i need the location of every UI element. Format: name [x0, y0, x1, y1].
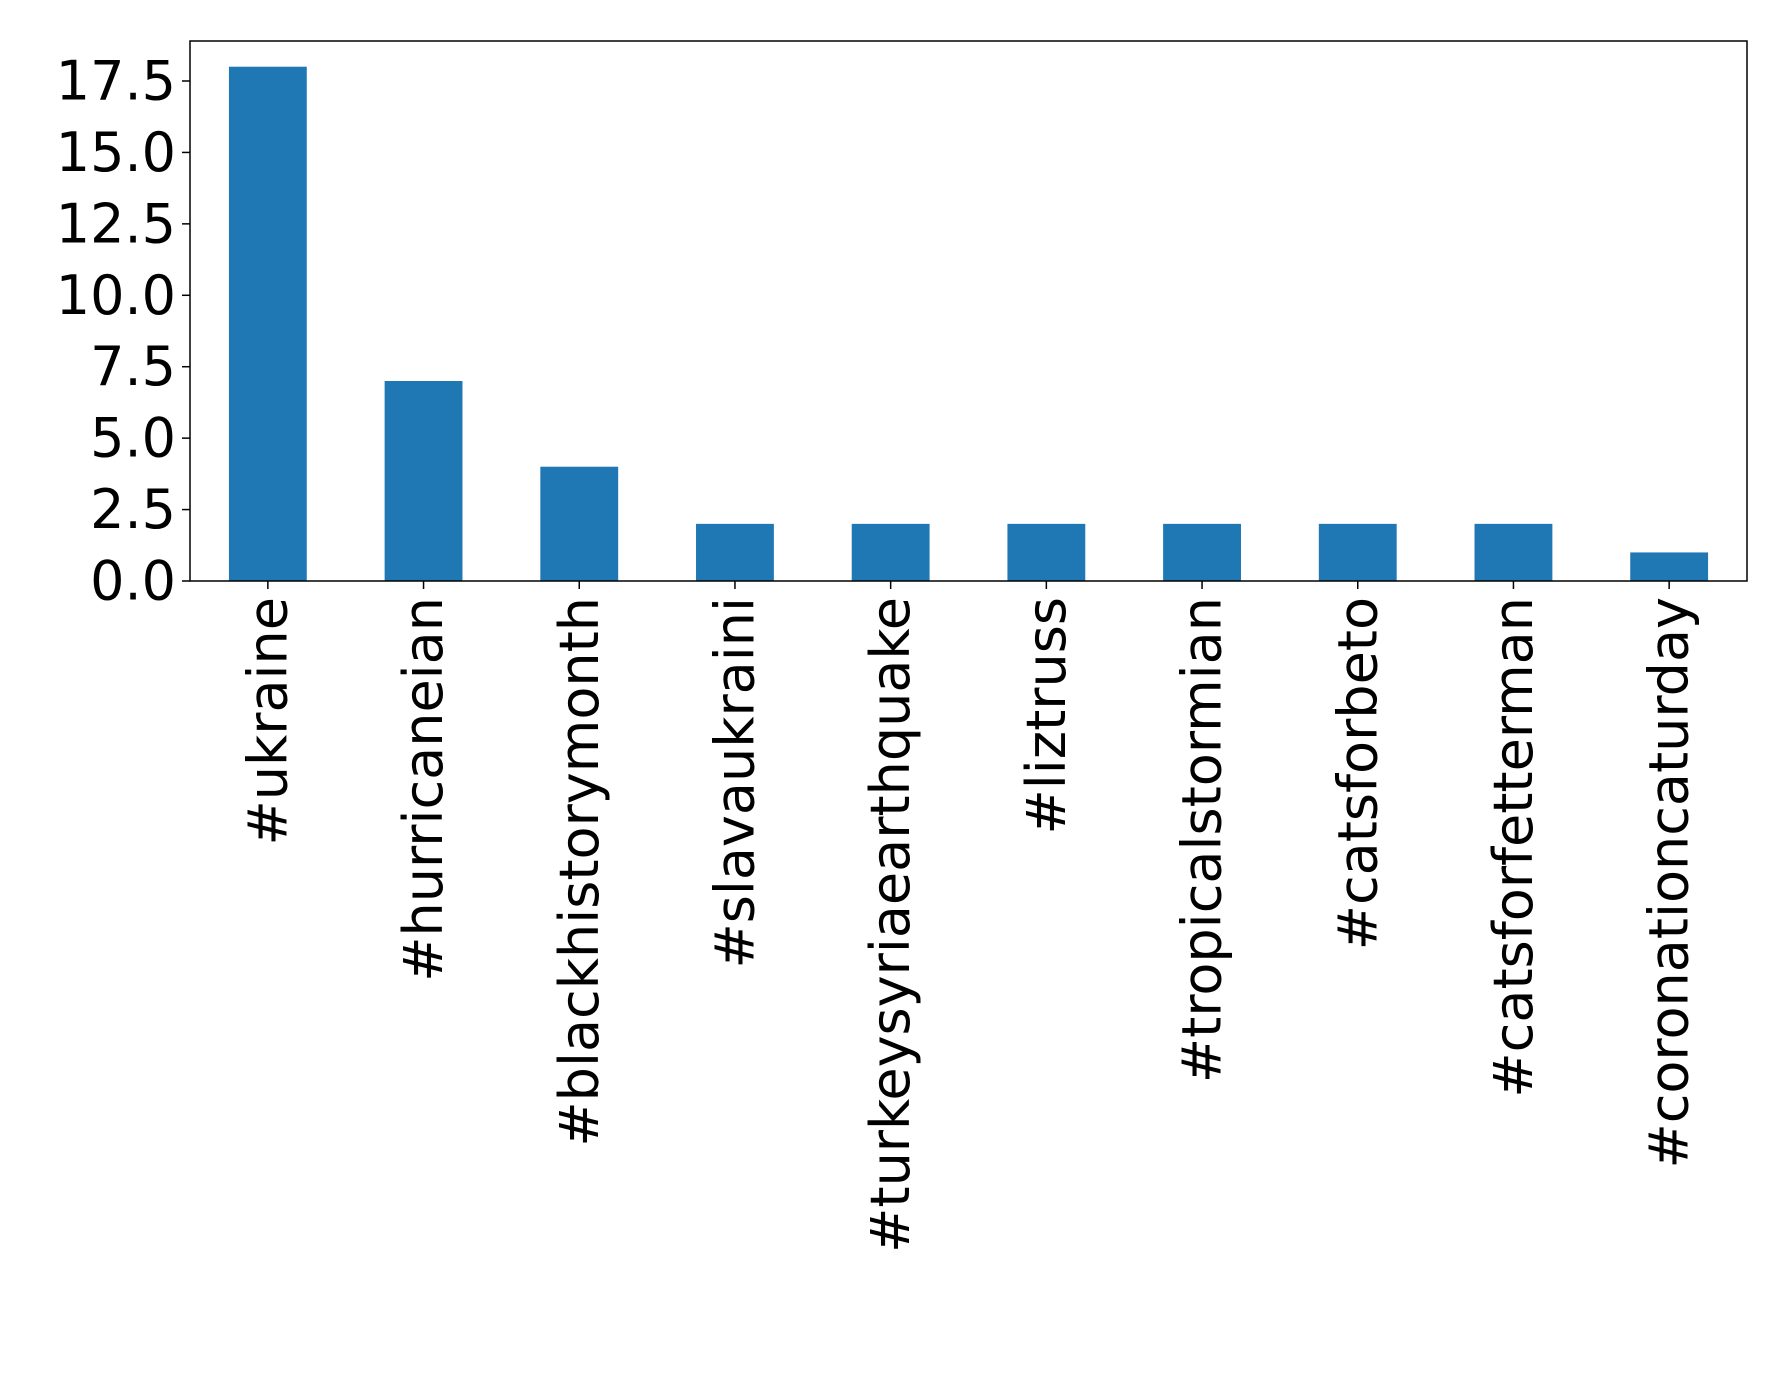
y-tick-label: 5.0 [90, 407, 176, 470]
bar [1007, 523, 1086, 581]
bar [384, 381, 463, 581]
x-tick-label: #catsforbeto [1326, 597, 1389, 950]
x-tick-label: #ukraine [236, 597, 299, 845]
y-tick-label: 7.5 [90, 335, 176, 398]
bar [1163, 523, 1241, 581]
bar [540, 466, 619, 581]
x-tick-label: #blackhistorymonth [548, 597, 611, 1147]
x-tick-label: #coronationcaturday [1638, 597, 1701, 1169]
bar [851, 523, 930, 581]
x-tick-label: #slavaukraini [703, 597, 766, 969]
bar [1630, 552, 1709, 581]
y-tick-label: 12.5 [56, 192, 176, 255]
plot-frame [189, 40, 1748, 582]
bar [1474, 523, 1553, 581]
y-tick-label: 2.5 [90, 478, 176, 541]
y-tick-label: 15.0 [56, 121, 176, 184]
bar [228, 66, 307, 581]
y-tick-label: 17.5 [56, 50, 176, 113]
x-tick-label: #catsforfetterman [1482, 597, 1545, 1098]
y-tick-label: 0.0 [90, 550, 176, 613]
y-tick-label: 10.0 [56, 264, 176, 327]
x-tick-label: #turkeysyriaearthquake [859, 597, 922, 1253]
bar [696, 523, 774, 581]
bar [1318, 523, 1397, 581]
x-tick-label: #liztruss [1015, 597, 1078, 834]
x-tick-label: #tropicalstormian [1171, 597, 1234, 1083]
x-tick-label: #hurricaneian [392, 597, 455, 982]
